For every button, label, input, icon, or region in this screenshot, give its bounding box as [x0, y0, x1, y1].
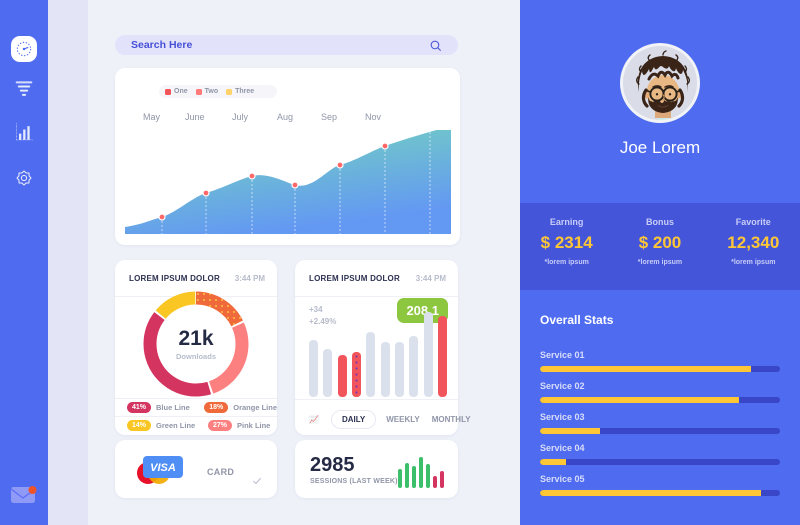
svg-text:VISA: VISA [150, 462, 176, 474]
